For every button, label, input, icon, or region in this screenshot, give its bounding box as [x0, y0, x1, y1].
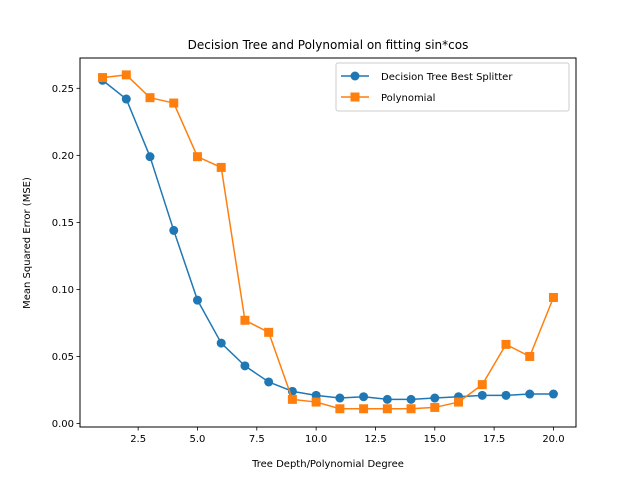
data-point-decision-tree	[525, 389, 535, 399]
legend-marker-polynomial	[350, 92, 360, 102]
x-tick-label: 15.0	[424, 434, 446, 445]
x-tick-label: 12.5	[364, 434, 386, 445]
data-point-decision-tree	[359, 392, 369, 402]
data-point-polynomial	[430, 402, 440, 412]
data-point-decision-tree	[406, 394, 416, 404]
legend-label-decision-tree: Decision Tree Best Splitter	[381, 72, 513, 83]
y-tick-label: 0.00	[52, 419, 74, 430]
data-point-polynomial	[501, 339, 511, 349]
data-point-decision-tree	[501, 390, 511, 400]
series-layer	[98, 70, 558, 414]
data-point-decision-tree	[264, 377, 274, 387]
plot-area: 2.5 5.0 7.5 10.0 12.5 15.0 17.5 20.0 0.000.050.…	[52, 57, 577, 445]
data-point-decision-tree	[145, 152, 155, 162]
x-tick-label: 17.5	[483, 434, 505, 445]
data-point-decision-tree	[240, 361, 250, 371]
data-point-polynomial	[287, 394, 297, 404]
y-tick-label: 0.25	[52, 84, 74, 95]
data-point-polynomial	[335, 404, 345, 414]
data-point-decision-tree	[192, 295, 202, 305]
data-point-decision-tree	[121, 94, 131, 104]
data-point-polynomial	[264, 327, 274, 337]
data-point-decision-tree	[548, 389, 558, 399]
chart-title: Decision Tree and Polynomial on fitting …	[188, 38, 469, 52]
data-point-polynomial	[216, 162, 226, 172]
y-axis-label: Mean Squared Error (MSE)	[22, 177, 33, 309]
data-point-decision-tree	[169, 225, 179, 235]
data-point-polynomial	[382, 404, 392, 414]
x-tick-label: 10.0	[305, 434, 327, 445]
data-point-polynomial	[359, 404, 369, 414]
data-point-polynomial	[454, 397, 464, 407]
legend-marker-decision-tree	[350, 71, 360, 81]
data-point-polynomial	[548, 292, 558, 302]
legend-label-polynomial: Polynomial	[381, 93, 435, 104]
y-tick-label: 0.20	[52, 151, 74, 162]
data-point-decision-tree	[477, 390, 487, 400]
data-point-polynomial	[406, 404, 416, 414]
data-point-polynomial	[240, 315, 250, 325]
data-point-polynomial	[145, 93, 155, 103]
data-point-polynomial	[98, 73, 108, 83]
data-point-polynomial	[525, 351, 535, 361]
axes-frame	[79, 57, 577, 428]
x-tick-label: 20.0	[542, 434, 564, 445]
y-tick-label: 0.05	[52, 352, 74, 363]
data-point-decision-tree	[430, 393, 440, 403]
y-tick-label: 0.15	[52, 218, 74, 229]
x-axis-ticks: 2.5 5.0 7.5 10.0 12.5 15.0 17.5 20.0	[130, 427, 565, 445]
x-tick-label: 2.5	[130, 434, 146, 445]
x-axis-label: Tree Depth/Polynomial Degree	[251, 459, 404, 470]
data-point-decision-tree	[382, 394, 392, 404]
data-point-polynomial	[192, 152, 202, 162]
y-axis-ticks: 0.00 0.05 0.10 0.15 0.20 0.25	[52, 84, 80, 430]
data-point-polynomial	[169, 98, 179, 108]
x-tick-label: 5.0	[190, 434, 206, 445]
legend-box	[335, 62, 570, 112]
legend: Decision Tree Best Splitter Polynomial	[335, 62, 570, 112]
data-point-polynomial	[121, 70, 131, 80]
data-point-polynomial	[477, 380, 487, 390]
data-point-polynomial	[311, 397, 321, 407]
x-tick-label: 7.5	[249, 434, 265, 445]
data-point-decision-tree	[335, 393, 345, 403]
y-tick-label: 0.10	[52, 285, 74, 296]
data-point-decision-tree	[216, 338, 226, 348]
